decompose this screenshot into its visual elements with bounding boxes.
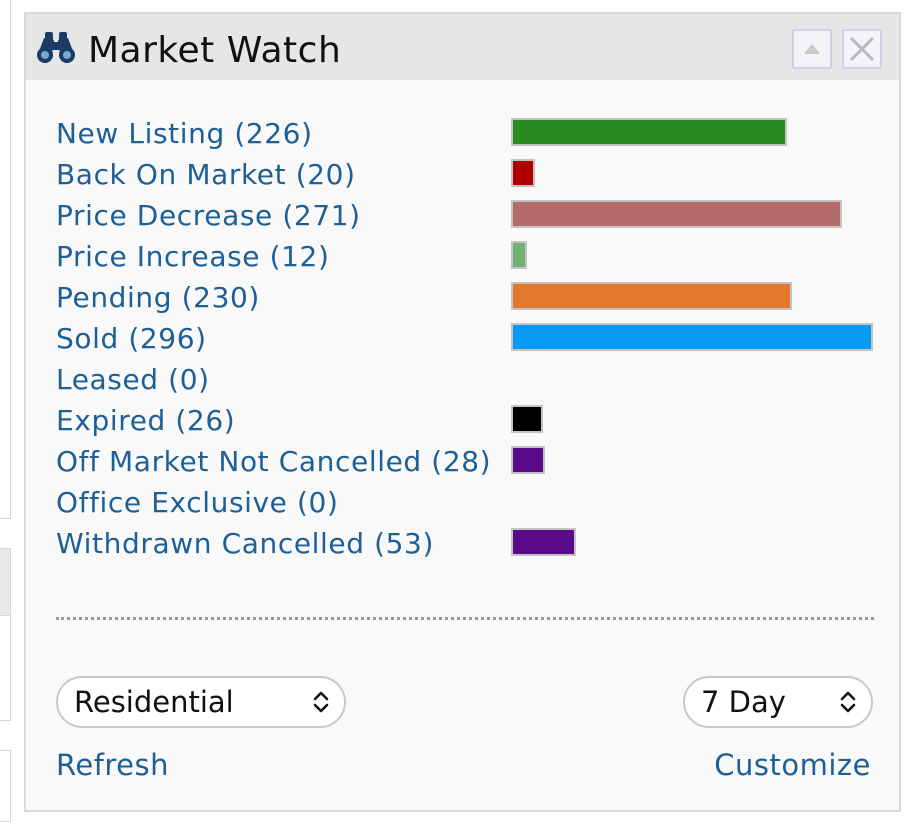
page-edge-fragment [0,750,11,822]
listing-row: Withdrawn Cancelled (53) [56,526,876,567]
listing-bar [511,405,543,433]
page-edge-fragment [0,0,11,519]
collapse-button[interactable] [792,29,832,69]
listing-link[interactable]: New Listing (226) [56,117,313,150]
page-edge-fragment [0,548,11,616]
chevron-up-down-icon [313,691,329,713]
binoculars-icon [34,30,78,66]
listing-row: Price Increase (12) [56,239,876,280]
listing-bar [511,200,842,228]
chevron-up-down-icon [840,691,856,713]
market-watch-widget: Market Watch New Listing (226) Back On Ma… [24,12,901,812]
listing-link[interactable]: Office Exclusive (0) [56,486,339,519]
listing-row: Office Exclusive (0) [56,485,876,526]
listing-row: Expired (26) [56,403,876,444]
close-button[interactable] [842,29,882,69]
listing-row: Pending (230) [56,280,876,321]
listing-bar [511,159,535,187]
listing-bar [511,323,873,351]
listing-link[interactable]: Expired (26) [56,404,236,437]
dotted-divider [56,617,874,620]
listing-link[interactable]: Pending (230) [56,281,260,314]
listing-row: Off Market Not Cancelled (28) [56,444,876,485]
customize-link[interactable]: Customize [714,748,871,782]
listing-link[interactable]: Off Market Not Cancelled (28) [56,445,492,478]
period-select[interactable]: 7 Day [683,676,873,728]
listing-link[interactable]: Price Increase (12) [56,240,330,273]
listing-link[interactable]: Leased (0) [56,363,210,396]
property-type-value: Residential [74,685,234,719]
widget-titlebar: Market Watch [26,14,899,80]
period-value: 7 Day [701,685,786,719]
listing-row: Leased (0) [56,362,876,403]
listing-bar [511,282,792,310]
listing-bar [511,446,545,474]
listing-status-list: New Listing (226) Back On Market (20) Pric… [56,116,876,567]
close-icon [849,36,875,62]
page-edge-fragment [0,616,11,721]
widget-title: Market Watch [88,30,342,71]
property-type-select[interactable]: Residential [56,676,346,728]
listing-row: Back On Market (20) [56,157,876,198]
listing-bar [511,241,527,269]
triangle-up-icon [804,44,820,54]
listing-bar [511,528,576,556]
listing-link[interactable]: Sold (296) [56,322,207,355]
listing-row: Price Decrease (271) [56,198,876,239]
listing-row: New Listing (226) [56,116,876,157]
listing-link[interactable]: Withdrawn Cancelled (53) [56,527,434,560]
listing-bar [511,118,787,146]
listing-link[interactable]: Price Decrease (271) [56,199,361,232]
listing-link[interactable]: Back On Market (20) [56,158,356,191]
listing-row: Sold (296) [56,321,876,362]
refresh-link[interactable]: Refresh [56,748,170,782]
